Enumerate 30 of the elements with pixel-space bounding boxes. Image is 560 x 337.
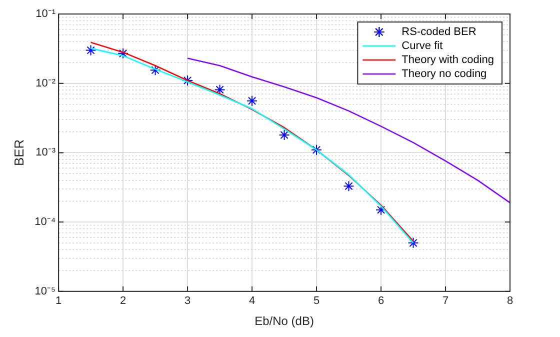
x-tick-label: 8 — [506, 295, 514, 308]
x-tick-label: 5 — [313, 295, 320, 308]
x-tick-label: 2 — [120, 295, 126, 308]
point — [408, 237, 419, 248]
y-tick-label: 10⁻¹ — [36, 8, 56, 20]
point — [214, 84, 226, 96]
legend-label: Theory with coding — [402, 54, 494, 66]
legend-label: Theory no coding — [402, 68, 487, 80]
y-tick-label: 10⁻² — [36, 77, 56, 90]
point — [85, 44, 96, 56]
x-tick-label: 4 — [248, 295, 256, 308]
point — [118, 48, 129, 59]
point — [343, 180, 354, 192]
x-tick-label: 7 — [442, 295, 449, 308]
legend-label: RS-coded BER — [402, 26, 476, 38]
point — [182, 74, 194, 86]
y-tick-label: 10⁻³ — [36, 146, 56, 159]
x-tick-label: 6 — [378, 295, 384, 308]
point — [311, 144, 322, 156]
x-tick-label: 1 — [56, 295, 62, 308]
point — [376, 204, 387, 216]
point — [150, 64, 161, 76]
y-tick-label: 10⁻⁴ — [34, 216, 56, 228]
y-tick-label: 10⁻⁵ — [34, 285, 56, 298]
y-axis-title: BER — [11, 139, 26, 166]
point — [278, 129, 290, 140]
x-axis-title: Eb/No (dB) — [254, 314, 314, 328]
legend-label: Curve fit — [402, 40, 443, 52]
x-tick-label: 3 — [184, 295, 191, 308]
point — [246, 95, 258, 106]
